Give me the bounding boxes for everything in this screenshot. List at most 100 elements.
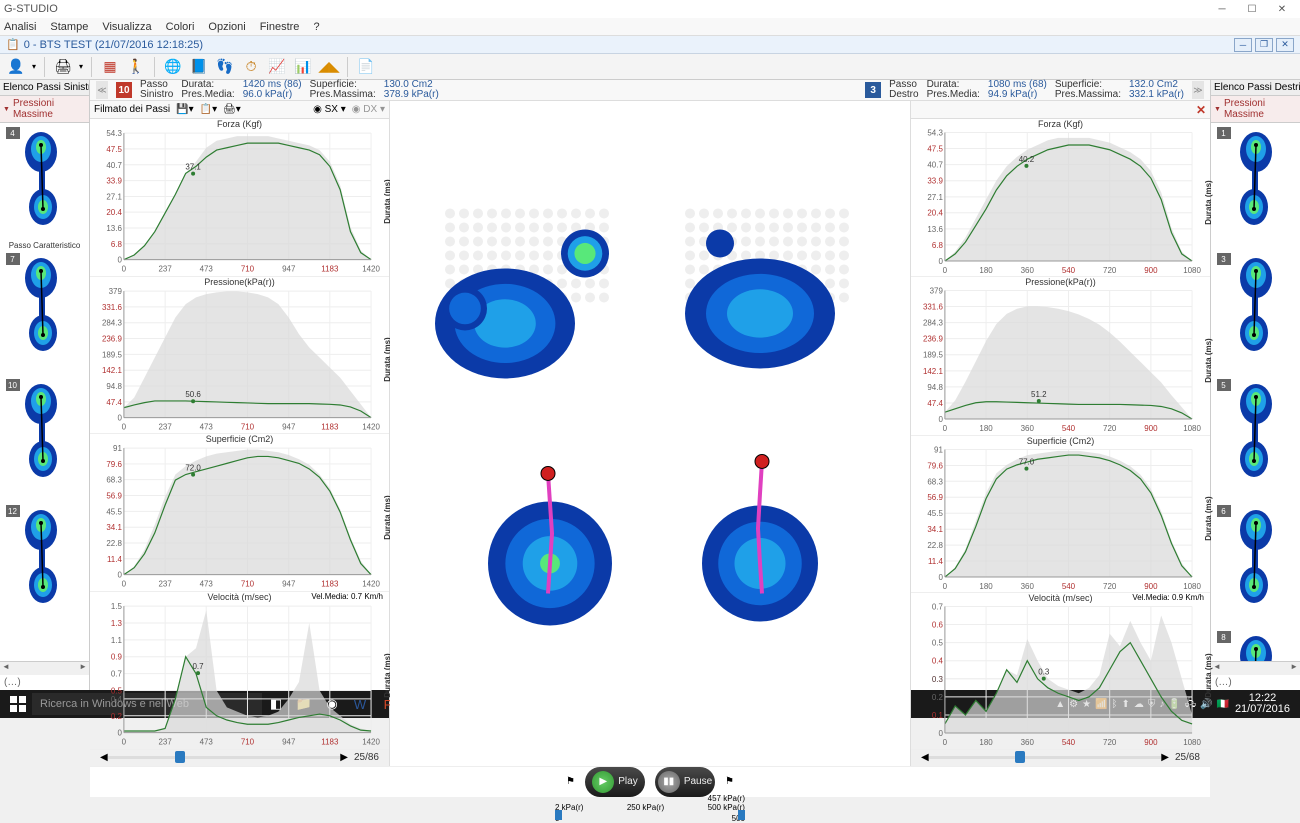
step-thumbnail[interactable]: 10 xyxy=(6,379,84,499)
svg-text:720: 720 xyxy=(1103,582,1117,591)
menu-colori[interactable]: Colori xyxy=(166,21,195,33)
svg-text:0.2: 0.2 xyxy=(111,712,123,721)
svg-text:0: 0 xyxy=(938,415,943,424)
nav-prev-left[interactable]: ≪ xyxy=(96,81,108,99)
left-scroll[interactable]: ◄► xyxy=(0,661,89,675)
svg-text:0.7: 0.7 xyxy=(192,662,204,671)
doc-restore-button[interactable]: ❐ xyxy=(1255,38,1273,52)
right-timeline-slider[interactable]: ◀▶25/68 xyxy=(911,750,1210,766)
svg-text:947: 947 xyxy=(282,580,296,589)
svg-text:91: 91 xyxy=(113,445,122,454)
app-titlebar: G-STUDIO ─ ☐ ✕ xyxy=(0,0,1300,18)
menu-opzioni[interactable]: Opzioni xyxy=(208,21,245,33)
close-button[interactable]: ✕ xyxy=(1268,2,1296,16)
menu-finestre[interactable]: Finestre xyxy=(260,21,300,33)
pause-button[interactable]: ▮▮Pause xyxy=(655,767,715,797)
flag-start-icon[interactable]: ⚑ xyxy=(566,776,575,787)
signal-icon[interactable]: 📈 xyxy=(267,57,287,77)
tool-print-icon[interactable]: 🖨▾ xyxy=(223,104,241,115)
close-icon[interactable]: ✕ xyxy=(1196,103,1206,117)
svg-text:360: 360 xyxy=(1021,266,1035,275)
svg-text:40.7: 40.7 xyxy=(106,161,122,170)
svg-text:47.4: 47.4 xyxy=(106,398,122,407)
taskbar-clock[interactable]: 12:2221/07/2016 xyxy=(1229,693,1296,715)
left-step-info: ≪ 10 PassoSinistro Durata:Pres.Media: 14… xyxy=(90,80,445,100)
right-scroll[interactable]: ◄► xyxy=(1211,661,1300,675)
svg-text:1080: 1080 xyxy=(1183,266,1201,275)
svg-text:189.5: 189.5 xyxy=(102,350,123,359)
nav-next-right[interactable]: ≫ xyxy=(1192,81,1204,99)
step-thumbnail[interactable]: 1 xyxy=(1217,127,1295,247)
minimize-button[interactable]: ─ xyxy=(1208,2,1236,16)
feet-icon[interactable]: 👣 xyxy=(215,57,235,77)
menu-help[interactable]: ? xyxy=(313,21,319,33)
svg-text:0: 0 xyxy=(117,571,122,580)
start-button[interactable] xyxy=(4,692,32,716)
right-panel-sub[interactable]: Pressioni Massime xyxy=(1211,96,1300,123)
step-thumbnail[interactable]: 6 xyxy=(1217,505,1295,625)
svg-text:1420: 1420 xyxy=(362,738,380,747)
map-icon[interactable]: ▦ xyxy=(100,57,120,77)
svg-text:1420: 1420 xyxy=(362,580,380,589)
print-icon[interactable]: 🖨 xyxy=(53,57,73,77)
chart-pressione-left: Pressione(kPa(r))047.494.8142.1189.5236.… xyxy=(90,277,389,435)
timer-icon[interactable]: ⏱ xyxy=(241,57,261,77)
left-step-list: Elenco Passi Sinistri… Pressioni Massime… xyxy=(0,80,90,690)
new-doc-icon[interactable]: 📄 xyxy=(356,57,376,77)
svg-text:50.6: 50.6 xyxy=(185,390,201,399)
step-thumbnail[interactable]: 4 Passo Caratteristico xyxy=(6,127,84,247)
flag-end-icon[interactable]: ⚑ xyxy=(725,776,734,787)
doc-close-button[interactable]: ✕ xyxy=(1276,38,1294,52)
step-thumbnail[interactable]: 7 xyxy=(6,253,84,373)
svg-text:900: 900 xyxy=(1144,582,1158,591)
bars-icon[interactable]: 📊 xyxy=(293,57,313,77)
svg-text:0: 0 xyxy=(943,424,948,433)
svg-text:710: 710 xyxy=(241,738,255,747)
step-thumbnail[interactable]: 8 xyxy=(1217,631,1295,661)
tray-icon[interactable]: 🇮🇹 xyxy=(1216,699,1228,710)
svg-text:1.5: 1.5 xyxy=(111,602,123,611)
menu-stampe[interactable]: Stampe xyxy=(50,21,88,33)
svg-text:710: 710 xyxy=(241,265,255,274)
left-chart-toolbar: Filmato dei Passi 💾▾ 📋▾ 🖨▾ ◉ SX ▾ ◉ DX ▾ xyxy=(90,101,389,119)
svg-text:0: 0 xyxy=(122,738,127,747)
svg-text:142.1: 142.1 xyxy=(923,367,944,376)
patient-icon[interactable]: 👤 xyxy=(6,57,26,77)
document-title: 0 - BTS TEST (21/07/2016 12:18:25) xyxy=(24,39,203,51)
tool-save-icon[interactable]: 💾▾ xyxy=(176,104,193,115)
svg-text:284.3: 284.3 xyxy=(102,318,123,327)
step-thumbnail[interactable]: 5 xyxy=(1217,379,1295,499)
play-button[interactable]: ▶Play xyxy=(585,767,645,797)
svg-text:379: 379 xyxy=(930,287,944,296)
doc-minimize-button[interactable]: ─ xyxy=(1234,38,1252,52)
svg-text:0: 0 xyxy=(943,582,948,591)
left-charts: Filmato dei Passi 💾▾ 📋▾ 🖨▾ ◉ SX ▾ ◉ DX ▾… xyxy=(90,101,390,766)
chart-velocita-right: Velocità (m/sec)Vel.Media: 0.9 Km/h00.10… xyxy=(911,593,1210,749)
svg-text:77.0: 77.0 xyxy=(1019,458,1035,467)
pressure-legend: 457 kPa(r) 2 kPa(r)250 kPa(r)500 kPa(r) … xyxy=(90,797,1210,821)
compare-icon[interactable]: ◢◣ xyxy=(319,57,339,77)
left-panel-sub[interactable]: Pressioni Massime xyxy=(0,96,89,123)
svg-text:54.3: 54.3 xyxy=(927,128,943,137)
right-step-info: 3 PassoDestro Durata:Pres.Media: 1080 ms… xyxy=(859,80,1210,100)
svg-text:900: 900 xyxy=(1144,266,1158,275)
menu-analisi[interactable]: Analisi xyxy=(4,21,36,33)
globe-icon[interactable]: 🌐 xyxy=(163,57,183,77)
svg-text:1183: 1183 xyxy=(321,580,339,589)
step-thumbnail[interactable]: 12 xyxy=(6,505,84,625)
svg-text:0.7: 0.7 xyxy=(111,670,123,679)
svg-text:720: 720 xyxy=(1103,738,1117,747)
svg-text:68.3: 68.3 xyxy=(106,476,122,485)
svg-text:947: 947 xyxy=(282,738,296,747)
step-thumbnail[interactable]: 3 xyxy=(1217,253,1295,373)
gait-icon[interactable]: 🚶 xyxy=(126,57,146,77)
maximize-button[interactable]: ☐ xyxy=(1238,2,1266,16)
tool-copy-icon[interactable]: 📋▾ xyxy=(200,104,217,115)
svg-text:1183: 1183 xyxy=(321,738,339,747)
svg-text:180: 180 xyxy=(979,266,993,275)
svg-text:0.3: 0.3 xyxy=(1038,668,1050,677)
left-timeline-slider[interactable]: ◀▶25/86 xyxy=(90,750,389,766)
menu-visualizza[interactable]: Visualizza xyxy=(102,21,151,33)
book-icon[interactable]: 📘 xyxy=(189,57,209,77)
svg-text:180: 180 xyxy=(979,738,993,747)
